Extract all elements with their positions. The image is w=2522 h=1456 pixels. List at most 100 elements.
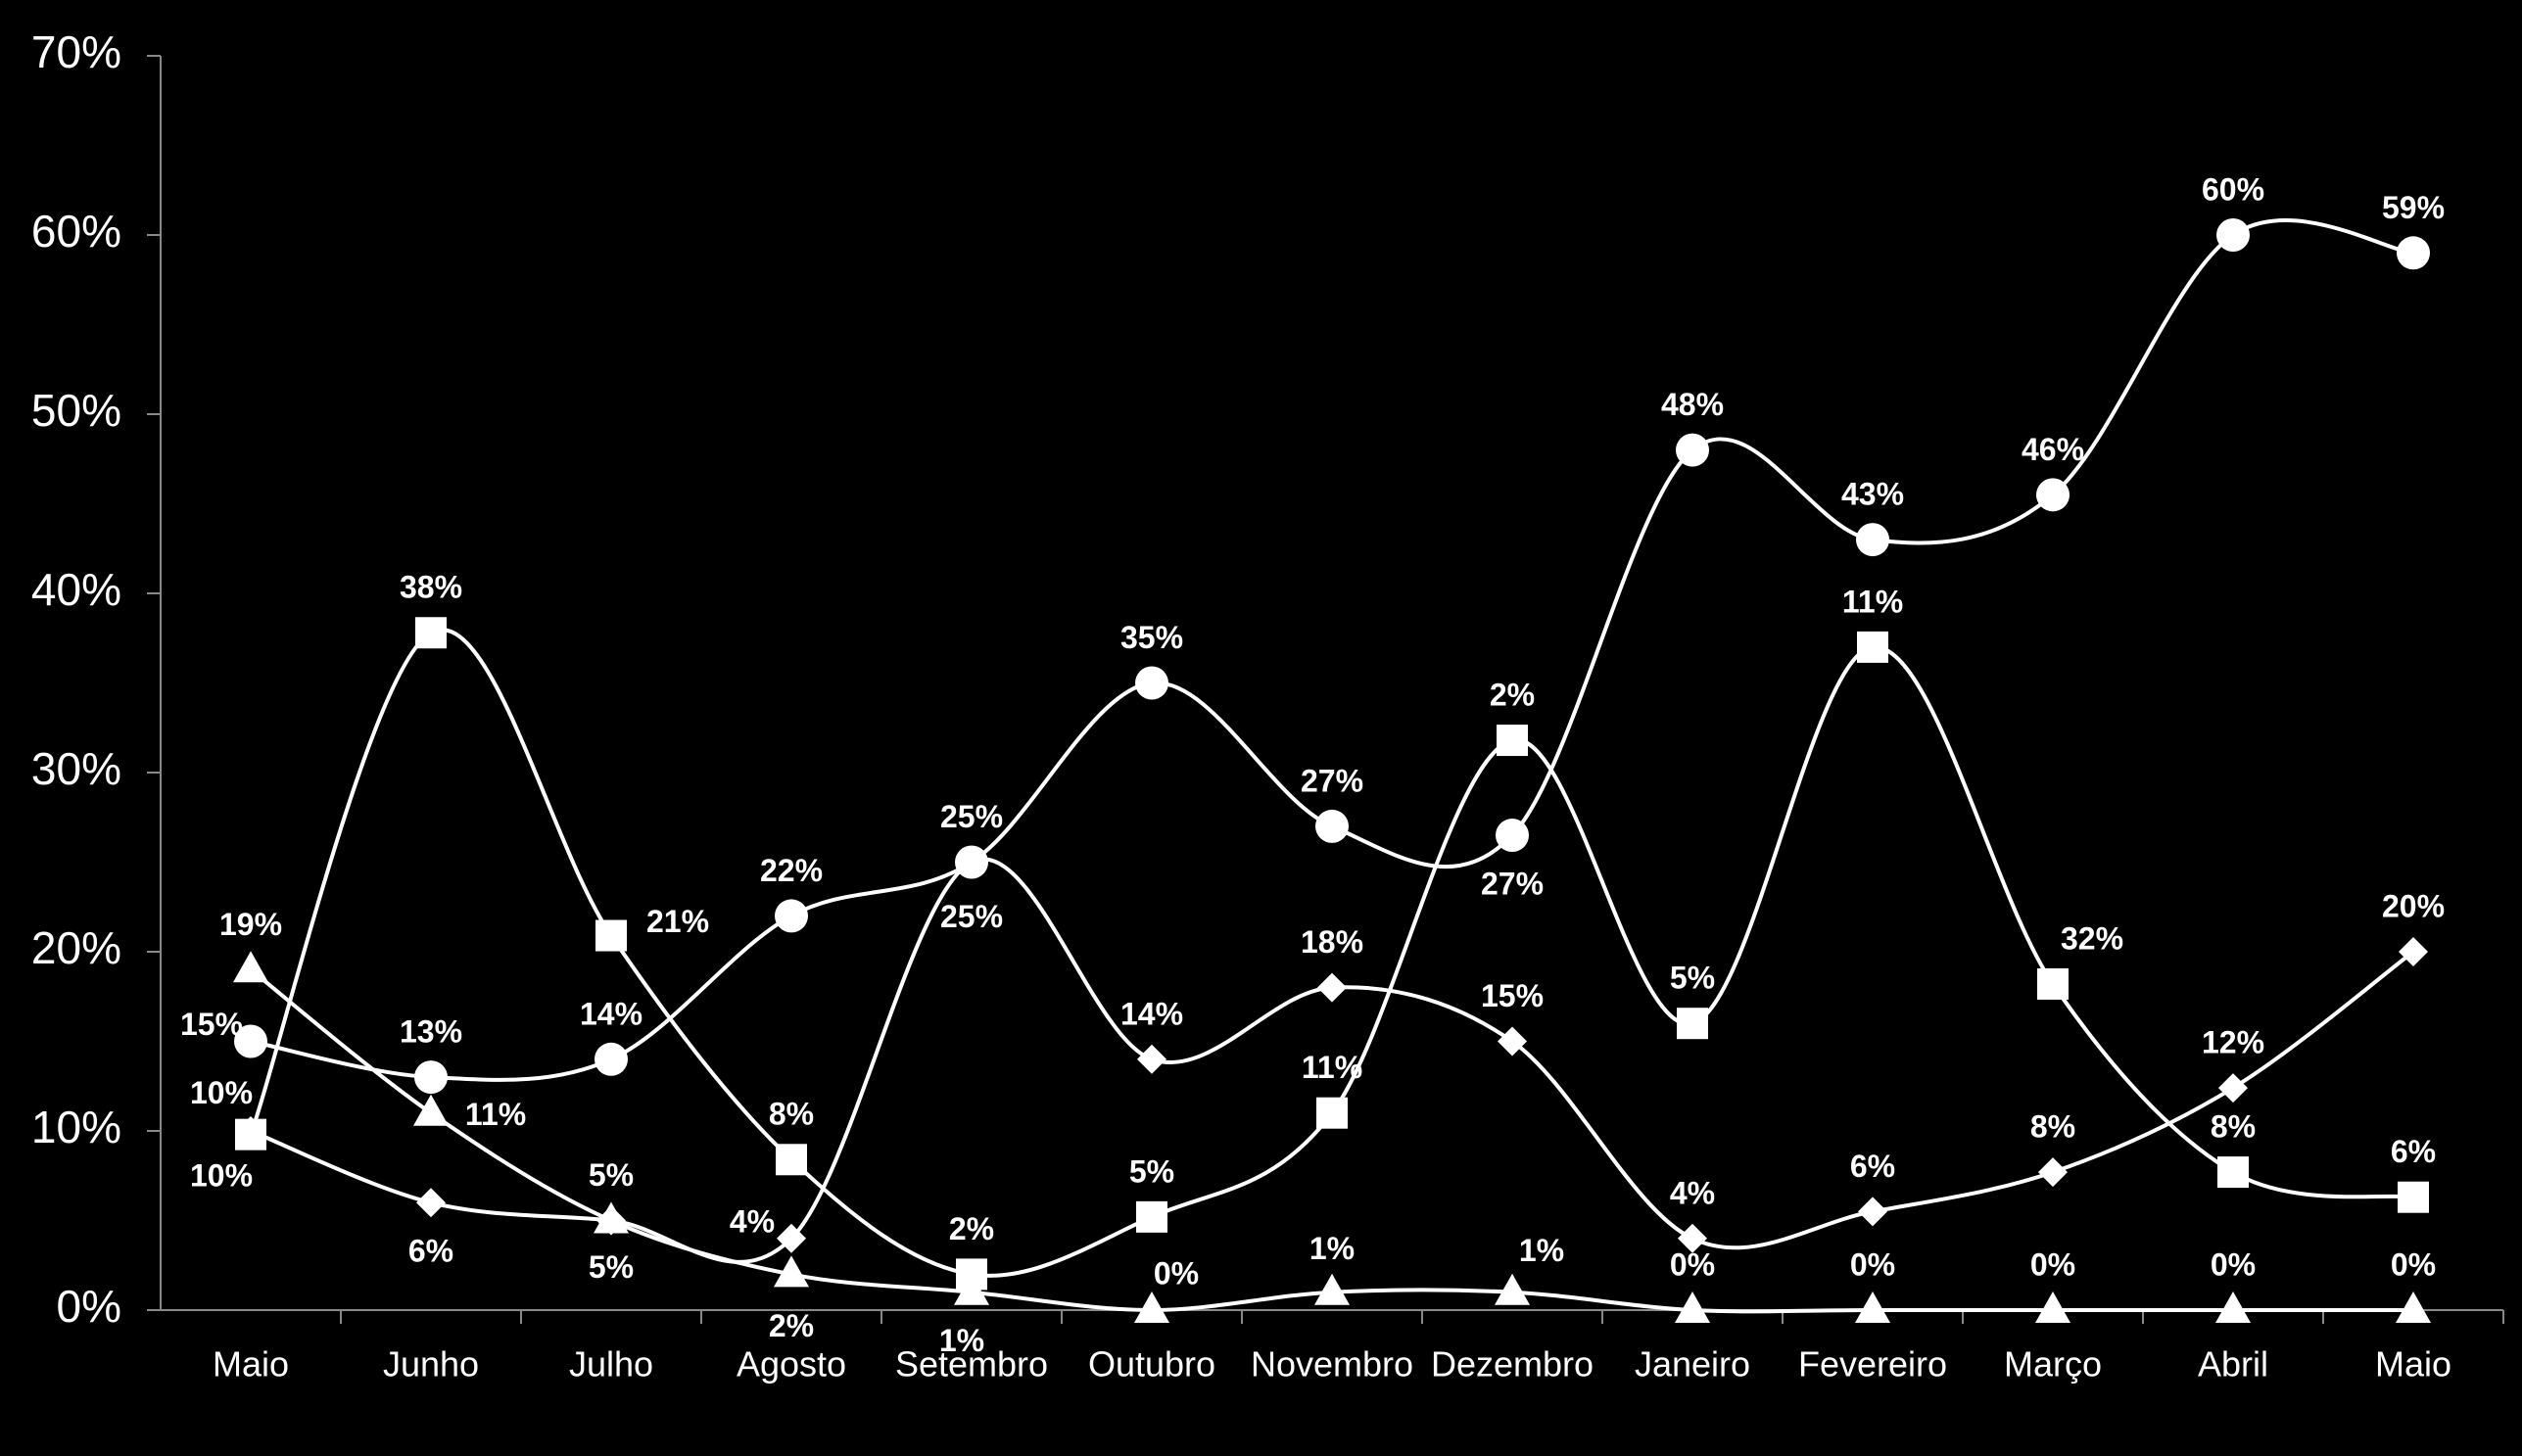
marker bbox=[1855, 1292, 1890, 1323]
data-label: 1% bbox=[1309, 1231, 1355, 1266]
marker bbox=[2399, 937, 2428, 966]
data-label: 15% bbox=[180, 1007, 243, 1042]
data-label: 6% bbox=[2391, 1134, 2436, 1169]
y-tick-label: 70% bbox=[31, 26, 121, 77]
marker bbox=[1497, 725, 1528, 757]
marker bbox=[2216, 218, 2250, 252]
data-label: 1% bbox=[1519, 1233, 1564, 1268]
data-label: 14% bbox=[1120, 996, 1183, 1031]
x-tick-label: Janeiro bbox=[1635, 1344, 1750, 1385]
data-label: 12% bbox=[2202, 1025, 2264, 1060]
marker bbox=[1315, 809, 1349, 843]
x-tick-label: Fevereiro bbox=[1798, 1344, 1947, 1385]
marker bbox=[234, 1024, 267, 1058]
data-label: 0% bbox=[2391, 1246, 2436, 1282]
marker bbox=[776, 1144, 807, 1176]
marker bbox=[775, 899, 808, 933]
marker bbox=[1316, 1097, 1348, 1129]
data-label: 0% bbox=[1670, 1246, 1715, 1282]
data-label: 25% bbox=[940, 799, 1003, 834]
y-tick-label: 50% bbox=[31, 385, 121, 436]
data-label: 11% bbox=[1302, 1050, 1362, 1085]
data-label: 18% bbox=[1301, 924, 1363, 960]
data-label: 35% bbox=[1120, 620, 1183, 655]
data-label: 60% bbox=[2202, 171, 2264, 207]
marker bbox=[2038, 1157, 2068, 1188]
marker bbox=[2218, 1073, 2248, 1104]
data-label: 11% bbox=[465, 1097, 526, 1132]
y-tick-label: 30% bbox=[31, 743, 121, 794]
data-label: 4% bbox=[730, 1203, 775, 1239]
y-tick-label: 0% bbox=[57, 1281, 121, 1332]
annotation: 11% bbox=[1842, 584, 1903, 619]
marker bbox=[1496, 819, 1529, 853]
x-tick-label: Maio bbox=[2375, 1344, 2451, 1385]
data-label: 38% bbox=[400, 570, 462, 605]
marker bbox=[2397, 236, 2430, 270]
data-label: 59% bbox=[2382, 190, 2445, 225]
marker bbox=[595, 1042, 628, 1076]
marker bbox=[1134, 1292, 1169, 1323]
data-label: 20% bbox=[2382, 888, 2445, 923]
data-label: 10% bbox=[190, 1075, 253, 1110]
y-tick-label: 20% bbox=[31, 922, 121, 973]
data-label: 0% bbox=[2030, 1246, 2075, 1282]
data-label: 10% bbox=[190, 1157, 253, 1193]
marker bbox=[2398, 1181, 2429, 1213]
marker bbox=[2035, 1292, 2070, 1323]
marker bbox=[1317, 972, 1347, 1003]
data-label: 0% bbox=[1850, 1246, 1895, 1282]
marker bbox=[774, 1255, 809, 1288]
annotation: 2% bbox=[1490, 678, 1535, 713]
marker bbox=[594, 1201, 629, 1234]
marker bbox=[2396, 1292, 2431, 1323]
marker bbox=[777, 1223, 806, 1253]
marker bbox=[1676, 433, 1709, 467]
marker bbox=[1858, 1197, 1887, 1227]
data-label: 1% bbox=[939, 1323, 984, 1358]
data-label: 43% bbox=[1841, 477, 1904, 512]
marker bbox=[1498, 1026, 1527, 1057]
x-tick-label: Agosto bbox=[737, 1344, 846, 1385]
marker bbox=[954, 1273, 989, 1305]
marker bbox=[1135, 666, 1168, 700]
x-tick-label: Dezembro bbox=[1431, 1344, 1594, 1385]
x-tick-label: Abril bbox=[2198, 1344, 2268, 1385]
marker bbox=[2217, 1156, 2249, 1189]
x-tick-label: Setembro bbox=[895, 1344, 1048, 1385]
data-label: 0% bbox=[2211, 1246, 2256, 1282]
marker bbox=[233, 951, 268, 983]
y-tick-label: 10% bbox=[31, 1102, 121, 1152]
data-label: 5% bbox=[589, 1157, 634, 1193]
x-tick-label: Junho bbox=[383, 1344, 479, 1385]
x-tick-label: Novembro bbox=[1251, 1344, 1413, 1385]
data-label: 15% bbox=[1481, 978, 1544, 1013]
marker bbox=[1495, 1273, 1530, 1305]
data-label: 27% bbox=[1481, 867, 1544, 902]
data-label: 5% bbox=[1129, 1153, 1174, 1189]
data-label: 21% bbox=[646, 904, 709, 939]
marker bbox=[957, 847, 986, 877]
data-label: 19% bbox=[219, 907, 282, 942]
annotation: 5% bbox=[1670, 961, 1715, 996]
data-label: 6% bbox=[408, 1234, 453, 1269]
data-label: 46% bbox=[2022, 432, 2084, 467]
x-tick-label: Julho bbox=[569, 1344, 653, 1385]
marker bbox=[413, 1094, 449, 1126]
data-label: 0% bbox=[1154, 1255, 1199, 1291]
marker bbox=[1137, 1044, 1166, 1074]
data-label: 6% bbox=[1850, 1149, 1895, 1184]
marker bbox=[2036, 478, 2070, 512]
data-label: 22% bbox=[760, 853, 823, 888]
marker bbox=[416, 1188, 446, 1218]
x-tick-label: Maio bbox=[213, 1344, 289, 1385]
series-line bbox=[249, 628, 2414, 1278]
data-label: 4% bbox=[1670, 1175, 1715, 1210]
marker bbox=[2215, 1292, 2251, 1323]
x-tick-label: Março bbox=[2004, 1344, 2102, 1385]
data-label: 8% bbox=[2030, 1109, 2075, 1145]
data-label: 14% bbox=[580, 996, 642, 1031]
data-label: 8% bbox=[769, 1097, 814, 1132]
